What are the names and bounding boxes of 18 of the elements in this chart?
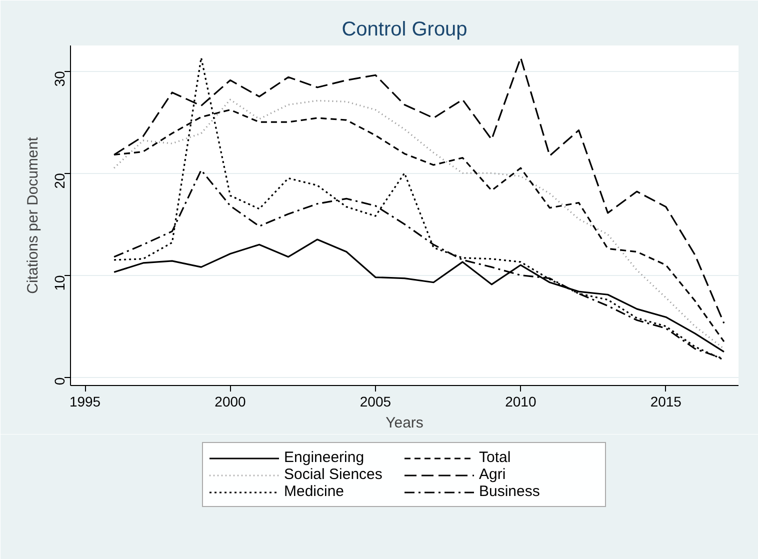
y-tick-label: 20 (52, 172, 68, 189)
x-tick-label: 2005 (360, 394, 392, 410)
x-tick-label: 1995 (69, 394, 101, 410)
y-tick-label: 10 (52, 275, 68, 291)
legend-label: Agri (479, 466, 507, 483)
chart-title: Control Group (342, 18, 468, 40)
legend-label: Business (479, 483, 541, 500)
legend-label: Social Siences (284, 466, 384, 483)
y-tick-label: 0 (52, 377, 68, 386)
x-axis-title: Years (386, 414, 424, 432)
x-tick-label: 2000 (214, 394, 246, 410)
legend-label: Engineering (284, 449, 366, 466)
legend-label: Total (479, 449, 512, 466)
x-tick-label: 2010 (505, 394, 536, 410)
legend-label: Medicine (284, 483, 346, 500)
x-tick-label: 2015 (650, 394, 682, 410)
y-tick-label: 30 (52, 70, 68, 87)
y-axis-title: Citations per Document (24, 136, 42, 294)
